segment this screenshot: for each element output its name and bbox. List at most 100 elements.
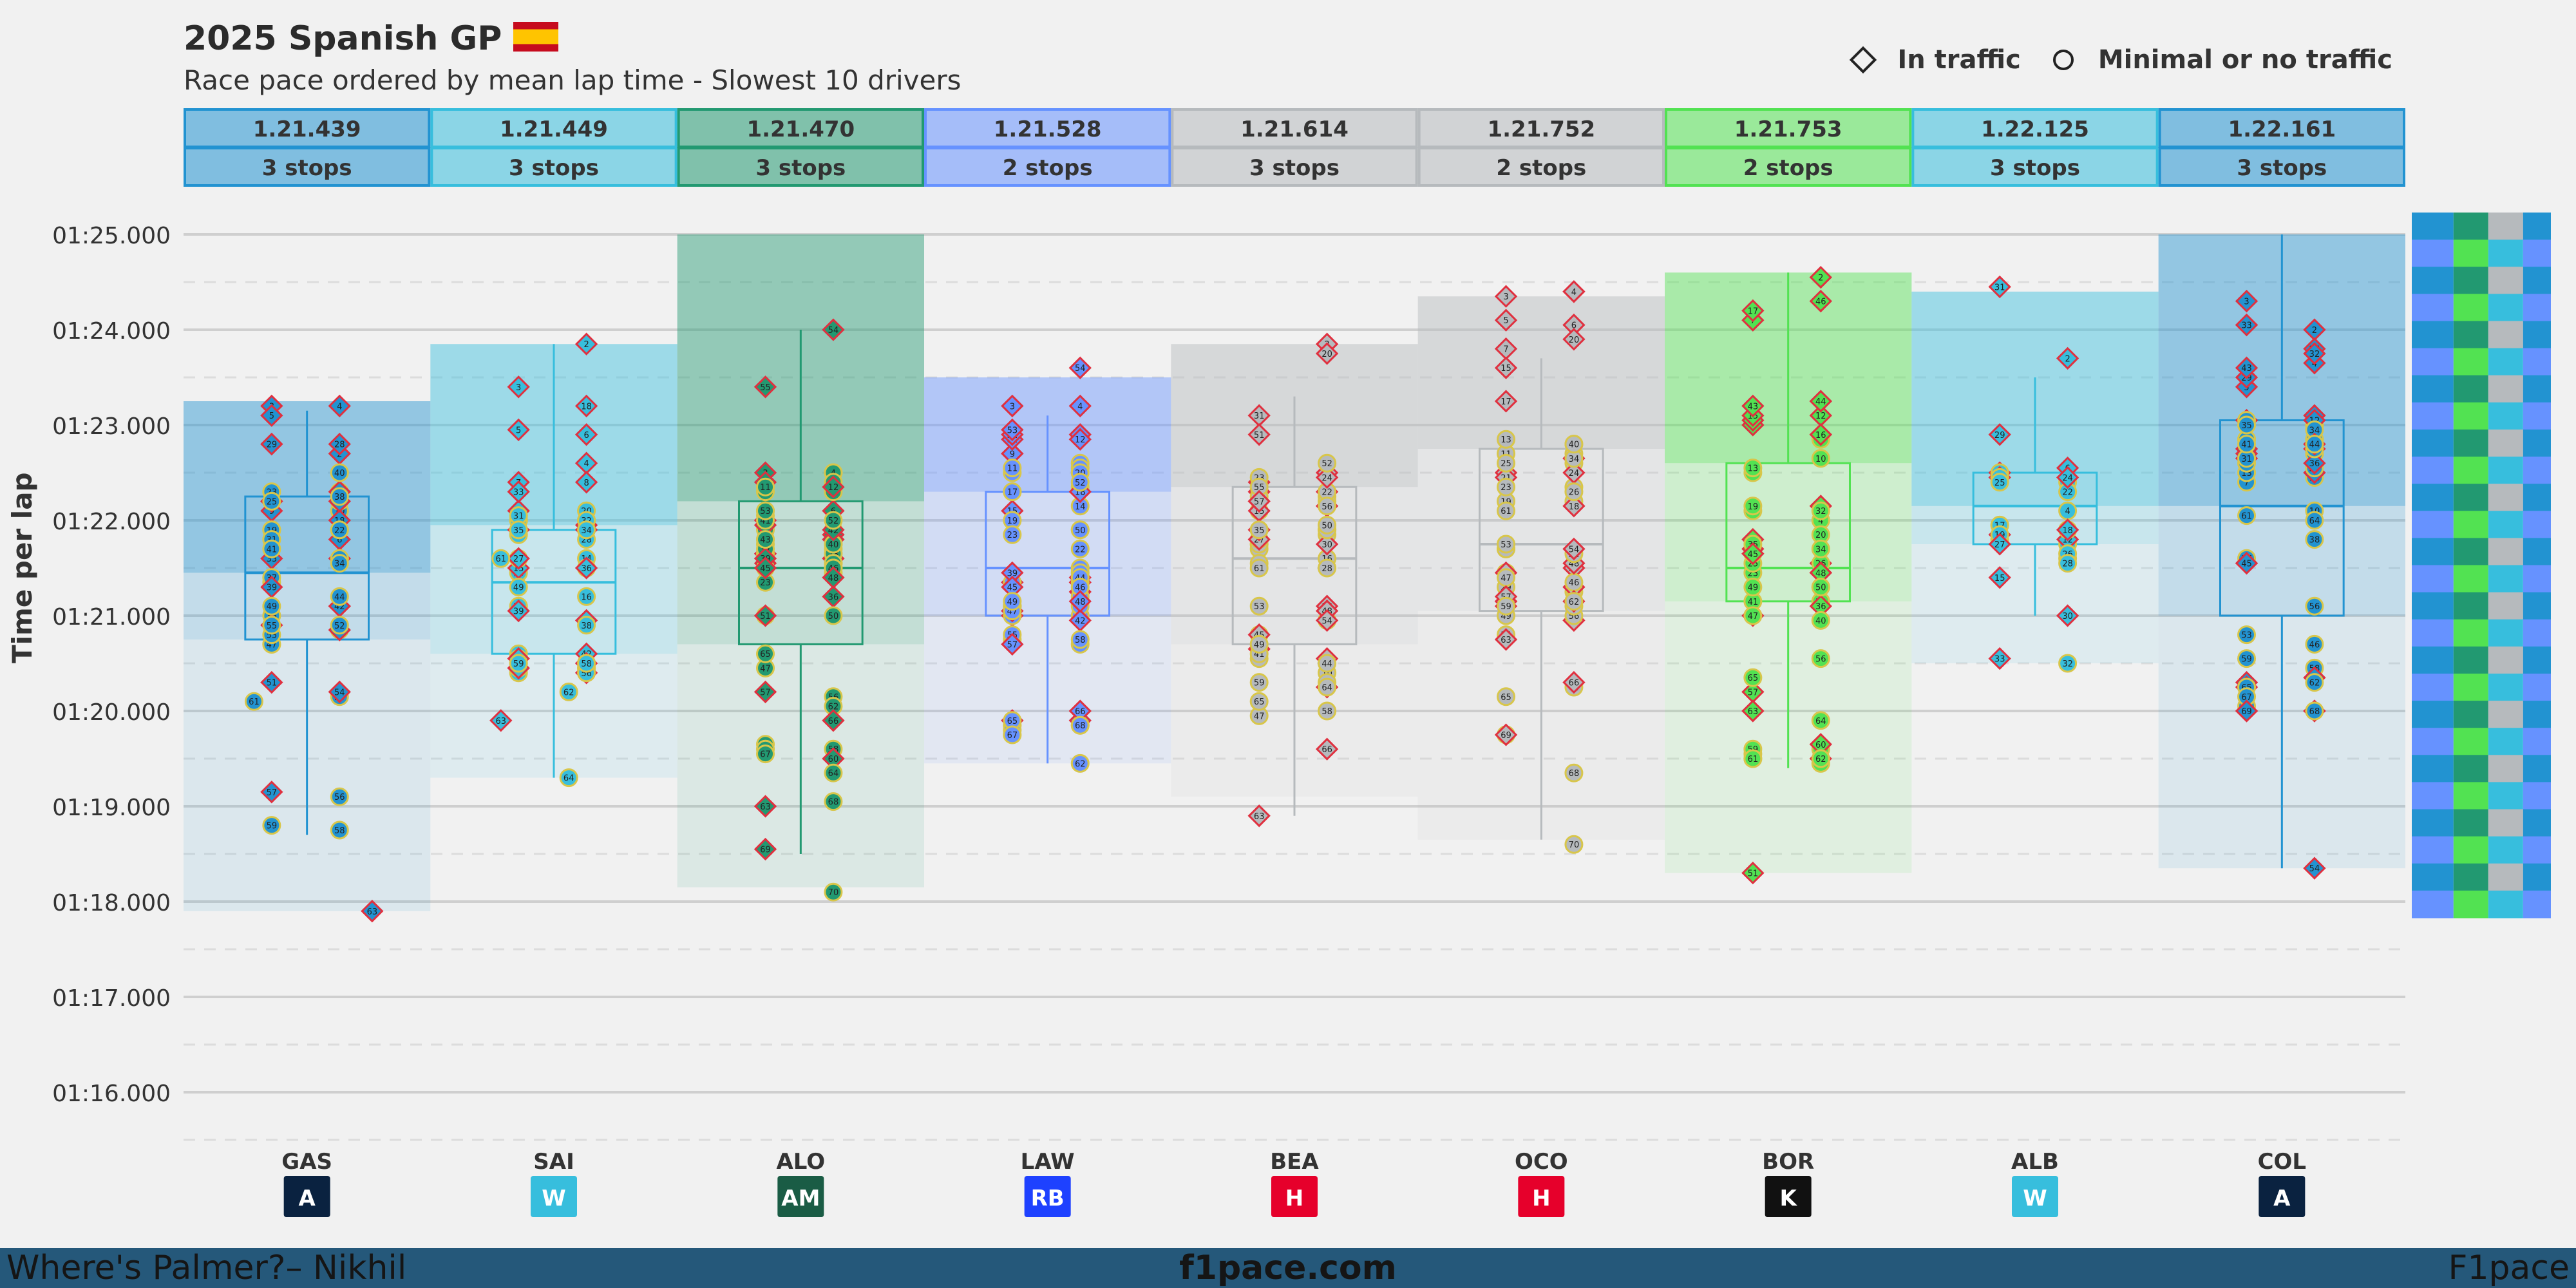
lap-circle bbox=[1743, 749, 1763, 768]
stint-cell bbox=[2523, 782, 2551, 810]
lap-point: 52 bbox=[1070, 473, 1090, 492]
lap-point: 31 bbox=[1988, 275, 2011, 299]
lap-number: 53 bbox=[1254, 602, 1265, 612]
lap-number: 31 bbox=[2241, 455, 2252, 464]
lap-diamond bbox=[1741, 299, 1765, 323]
lap-number: 41 bbox=[2241, 440, 2252, 450]
lap-point: 11 bbox=[1003, 459, 1022, 478]
lap-diamond bbox=[1741, 394, 1765, 418]
stint-cell bbox=[2523, 890, 2551, 918]
stint-cell bbox=[2412, 429, 2454, 458]
lap-point: 66 bbox=[1068, 699, 1092, 723]
lap-number: 24 bbox=[1569, 469, 1580, 478]
lap-number: 58 bbox=[1075, 636, 1086, 645]
lap-diamond bbox=[507, 375, 530, 399]
lap-diamond bbox=[1988, 275, 2011, 299]
team-logo-icon bbox=[1765, 1176, 1812, 1217]
lap-point: 4 bbox=[1068, 394, 1092, 418]
lap-number: 52 bbox=[1321, 459, 1332, 469]
band-mid-BEA bbox=[1171, 487, 1418, 645]
lap-number: 12 bbox=[1075, 435, 1086, 445]
lap-number: 4 bbox=[583, 459, 589, 469]
lap-diamond bbox=[1809, 733, 1832, 756]
stops-BEA: 3 stops bbox=[1249, 155, 1340, 181]
lap-number: 66 bbox=[1321, 745, 1332, 755]
lap-point: 68 bbox=[1564, 763, 1584, 782]
lap-circle bbox=[2305, 634, 2324, 654]
lap-point: 2 bbox=[574, 332, 598, 355]
lap-point: 45 bbox=[1001, 575, 1024, 599]
y-tick-label: 01:19.000 bbox=[52, 795, 171, 821]
lap-number: 18 bbox=[581, 402, 592, 412]
lap-point: 48 bbox=[1068, 590, 1092, 613]
lap-number: 65 bbox=[1254, 697, 1265, 707]
stint-cell bbox=[2453, 429, 2488, 458]
lap-number: 62 bbox=[2309, 679, 2320, 688]
lap-point: 46 bbox=[2305, 634, 2324, 654]
stops-BOR: 2 stops bbox=[1743, 155, 1833, 181]
stint-cell bbox=[2488, 213, 2523, 241]
lap-circle bbox=[824, 606, 843, 625]
stops-box-BEA bbox=[1171, 147, 1418, 187]
mean-time-LAW: 1.21.528 bbox=[994, 117, 1102, 142]
lap-point: 43 bbox=[1741, 394, 1765, 418]
stops-box-SAI bbox=[430, 147, 677, 187]
stint-cell bbox=[2523, 863, 2551, 891]
lap-point: 4 bbox=[2058, 501, 2078, 520]
stint-cell bbox=[2453, 646, 2488, 674]
lap-number: 50 bbox=[828, 612, 839, 621]
stint-cell bbox=[2412, 457, 2454, 485]
lap-diamond bbox=[1247, 489, 1271, 513]
lap-point: 49 bbox=[262, 596, 281, 616]
lap-circle bbox=[1070, 753, 1090, 773]
lap-diamond bbox=[2235, 551, 2259, 575]
lap-number: 34 bbox=[1569, 455, 1580, 464]
lap-number: 45 bbox=[2241, 560, 2252, 569]
lap-point: 46 bbox=[1564, 573, 1584, 592]
lap-point: 32 bbox=[2058, 654, 2078, 673]
lap-number: 23 bbox=[1501, 483, 1511, 493]
lap-circle bbox=[1743, 668, 1763, 687]
stint-cell bbox=[2488, 375, 2523, 403]
lap-point: 47 bbox=[1743, 606, 1763, 625]
team-logo-icon bbox=[2259, 1176, 2306, 1217]
lap-point: 35 bbox=[2237, 415, 2257, 435]
lap-circle bbox=[577, 520, 596, 540]
lap-diamond bbox=[1068, 356, 1092, 379]
stint-cell bbox=[2412, 890, 2454, 918]
lap-point: 55 bbox=[753, 375, 777, 399]
driver-code-LAW: LAW bbox=[1021, 1149, 1075, 1175]
lap-number: 61 bbox=[2241, 512, 2252, 522]
lap-point: 49 bbox=[1743, 578, 1763, 597]
stint-cell bbox=[2488, 836, 2523, 864]
lap-point: 70 bbox=[1564, 835, 1584, 854]
lap-number: 13 bbox=[1501, 435, 1511, 445]
legend-no-traffic: Minimal or no traffic bbox=[2098, 45, 2392, 75]
lap-circle bbox=[2237, 625, 2257, 645]
lap-point: 25 bbox=[1990, 473, 2009, 492]
lap-number: 3 bbox=[1010, 402, 1015, 412]
lap-number: 56 bbox=[1815, 655, 1826, 665]
lap-circle bbox=[1070, 539, 1090, 558]
lap-point: 64 bbox=[2305, 511, 2324, 530]
lap-point: 30 bbox=[1315, 533, 1339, 556]
lap-circle bbox=[756, 530, 775, 549]
lap-number: 35 bbox=[513, 526, 524, 536]
lap-point: 34 bbox=[2305, 420, 2324, 439]
lap-number: 15 bbox=[1501, 364, 1511, 374]
lap-point: 62 bbox=[824, 697, 843, 716]
lap-diamond bbox=[574, 451, 598, 475]
stint-cell bbox=[2412, 673, 2454, 702]
lap-number: 47 bbox=[760, 664, 771, 674]
lap-point: 63 bbox=[1494, 628, 1518, 651]
lap-point: 52 bbox=[330, 616, 349, 635]
lap-point: 61 bbox=[244, 692, 263, 711]
lap-point: 59 bbox=[1497, 596, 1516, 616]
lap-points: 2345678910111213141516171819202122232425… bbox=[244, 265, 2326, 923]
lap-point: 65 bbox=[1743, 668, 1763, 687]
lap-number: 61 bbox=[1501, 507, 1511, 516]
lap-diamond bbox=[1562, 537, 1586, 561]
lap-point: 15 bbox=[1494, 356, 1518, 379]
lap-number: 22 bbox=[334, 526, 345, 536]
chart-title: 2025 Spanish GP bbox=[184, 19, 559, 58]
